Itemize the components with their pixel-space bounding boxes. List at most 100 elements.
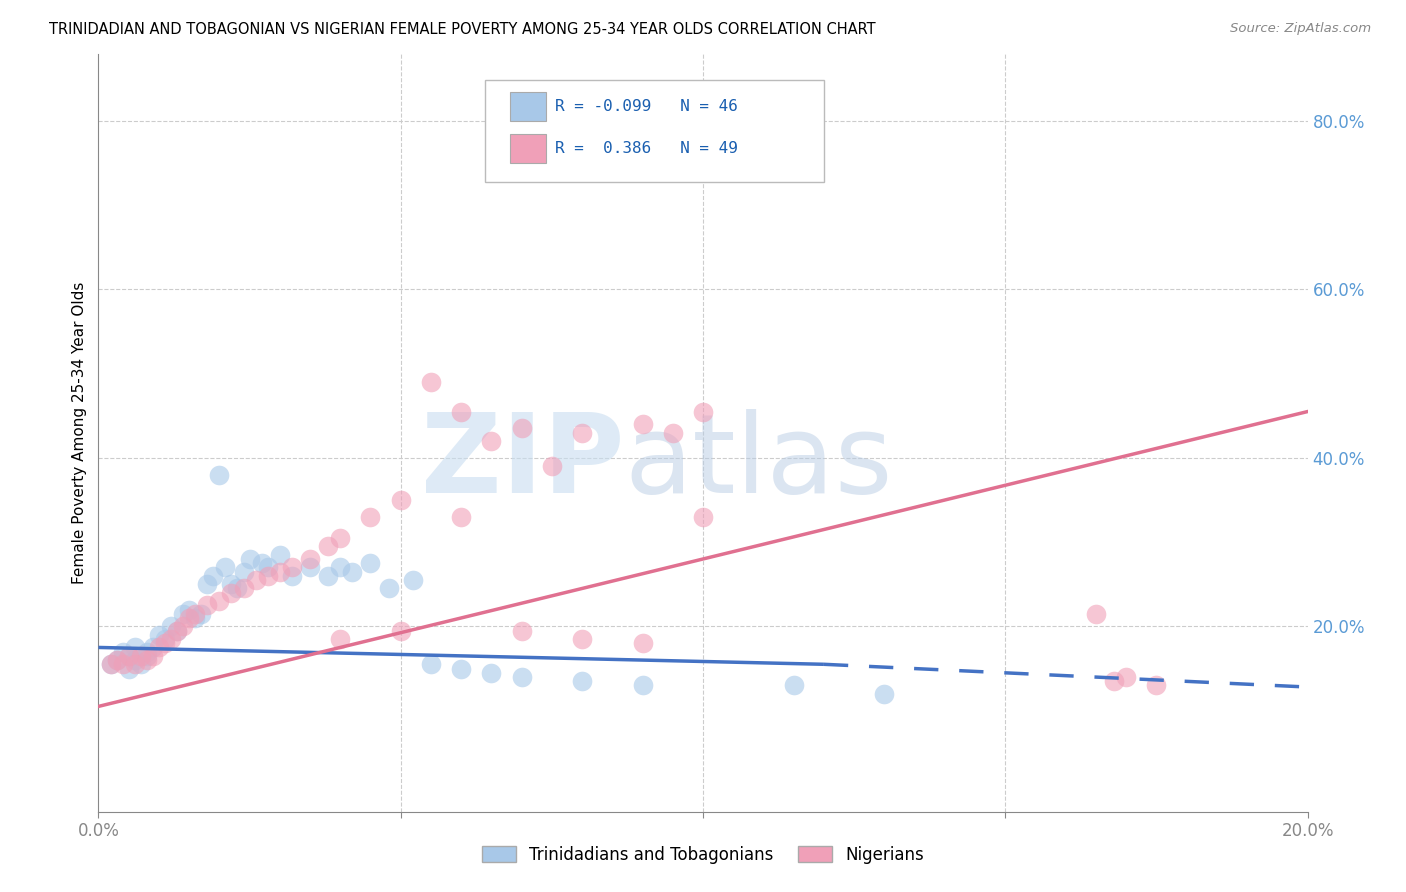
Point [129, 657, 152, 672]
Point [571, 674, 593, 689]
Point [389, 624, 412, 638]
FancyBboxPatch shape [509, 92, 546, 121]
Point [179, 602, 201, 616]
Text: atlas: atlas [624, 409, 893, 516]
Point [329, 632, 352, 646]
Text: ZIP: ZIP [420, 409, 624, 516]
Point [360, 556, 382, 570]
Point [208, 467, 231, 482]
Point [1115, 670, 1137, 684]
Point [172, 607, 194, 621]
Point [299, 560, 322, 574]
Point [124, 653, 146, 667]
Point [172, 619, 194, 633]
Point [118, 648, 141, 663]
Point [250, 556, 273, 570]
Point [190, 607, 212, 621]
Point [1144, 678, 1167, 692]
Point [420, 375, 443, 389]
Point [256, 560, 278, 574]
Point [111, 657, 134, 672]
Point [571, 632, 593, 646]
Point [342, 565, 364, 579]
Point [129, 648, 152, 663]
Point [166, 624, 188, 638]
Point [142, 640, 165, 655]
Point [316, 539, 339, 553]
FancyBboxPatch shape [485, 80, 824, 183]
Point [281, 560, 304, 574]
Point [360, 509, 382, 524]
Point [510, 670, 533, 684]
Point [631, 678, 654, 692]
Point [281, 569, 304, 583]
Point [202, 569, 225, 583]
Point [389, 493, 412, 508]
FancyBboxPatch shape [509, 134, 546, 162]
Point [481, 665, 503, 680]
Point [214, 560, 236, 574]
Point [329, 560, 352, 574]
Point [153, 636, 176, 650]
Point [329, 531, 352, 545]
Point [148, 640, 170, 655]
Legend: Trinidadians and Tobagonians, Nigerians: Trinidadians and Tobagonians, Nigerians [475, 839, 931, 871]
Point [232, 565, 254, 579]
Point [256, 569, 278, 583]
Point [148, 628, 170, 642]
Point [118, 661, 141, 675]
Point [510, 624, 533, 638]
Point [195, 577, 218, 591]
Point [1085, 607, 1108, 621]
Point [135, 645, 157, 659]
Point [153, 632, 176, 646]
Point [100, 657, 122, 672]
Point [184, 611, 207, 625]
Point [450, 509, 472, 524]
Text: Source: ZipAtlas.com: Source: ZipAtlas.com [1230, 22, 1371, 36]
Y-axis label: Female Poverty Among 25-34 Year Olds: Female Poverty Among 25-34 Year Olds [72, 282, 87, 583]
Point [195, 599, 218, 613]
Point [602, 135, 624, 149]
Point [269, 565, 291, 579]
Point [135, 653, 157, 667]
Point [105, 653, 128, 667]
Point [135, 648, 157, 663]
Point [166, 624, 188, 638]
Point [100, 657, 122, 672]
Point [481, 434, 503, 448]
Point [402, 573, 425, 587]
Point [316, 569, 339, 583]
Point [221, 577, 243, 591]
Text: R = -0.099   N = 46: R = -0.099 N = 46 [555, 99, 738, 114]
Point [420, 657, 443, 672]
Point [160, 632, 183, 646]
Point [269, 548, 291, 562]
Point [661, 425, 683, 440]
Point [221, 585, 243, 599]
Point [118, 648, 141, 663]
Point [105, 653, 128, 667]
Point [184, 607, 207, 621]
Point [179, 611, 201, 625]
Point [692, 404, 714, 418]
Point [232, 582, 254, 596]
Point [783, 678, 806, 692]
Point [208, 594, 231, 608]
Point [571, 425, 593, 440]
Point [540, 459, 562, 474]
Point [510, 421, 533, 435]
Point [450, 404, 472, 418]
Point [142, 648, 165, 663]
Point [239, 552, 262, 566]
Point [111, 645, 134, 659]
Point [873, 687, 896, 701]
Point [124, 640, 146, 655]
Point [631, 417, 654, 432]
Point [299, 552, 322, 566]
Point [245, 573, 267, 587]
Point [377, 582, 399, 596]
Point [226, 582, 249, 596]
Point [1102, 674, 1125, 689]
Text: R =  0.386   N = 49: R = 0.386 N = 49 [555, 141, 738, 156]
